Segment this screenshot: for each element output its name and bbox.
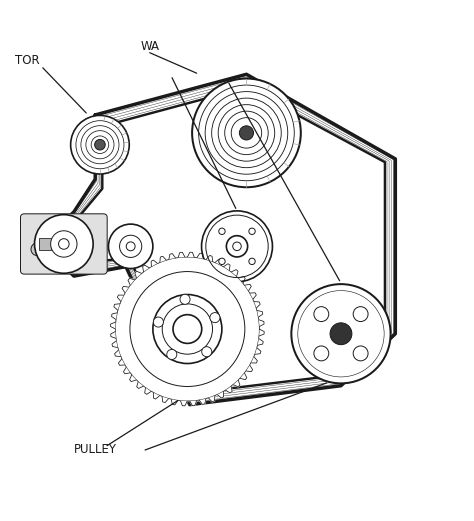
Circle shape [35, 215, 93, 273]
Circle shape [116, 257, 259, 401]
Circle shape [227, 235, 247, 257]
Circle shape [59, 239, 69, 249]
Circle shape [51, 231, 77, 257]
Circle shape [31, 243, 44, 256]
Circle shape [201, 211, 273, 282]
Circle shape [126, 242, 135, 251]
Circle shape [173, 315, 202, 343]
Circle shape [71, 116, 129, 174]
Circle shape [330, 323, 352, 345]
Circle shape [314, 346, 329, 361]
Circle shape [130, 271, 245, 387]
Text: TOR: TOR [15, 54, 39, 67]
Circle shape [353, 307, 368, 321]
Circle shape [167, 350, 177, 359]
Circle shape [353, 346, 368, 361]
Circle shape [154, 317, 164, 327]
FancyBboxPatch shape [20, 214, 107, 274]
Polygon shape [110, 252, 264, 406]
Circle shape [219, 228, 225, 234]
Circle shape [249, 228, 255, 234]
Circle shape [292, 284, 391, 383]
Circle shape [210, 313, 220, 322]
Circle shape [162, 304, 212, 354]
Circle shape [109, 224, 153, 268]
Circle shape [219, 258, 225, 265]
Circle shape [180, 294, 190, 304]
Circle shape [314, 307, 329, 321]
Circle shape [192, 79, 301, 187]
Circle shape [95, 140, 105, 150]
Text: WA: WA [140, 40, 159, 53]
Circle shape [119, 235, 142, 257]
Circle shape [249, 258, 255, 265]
Circle shape [233, 242, 241, 251]
FancyBboxPatch shape [39, 238, 51, 250]
Circle shape [153, 294, 222, 364]
Polygon shape [41, 75, 395, 405]
Text: PULLEY: PULLEY [74, 443, 117, 456]
Circle shape [239, 126, 254, 140]
Circle shape [202, 346, 212, 357]
